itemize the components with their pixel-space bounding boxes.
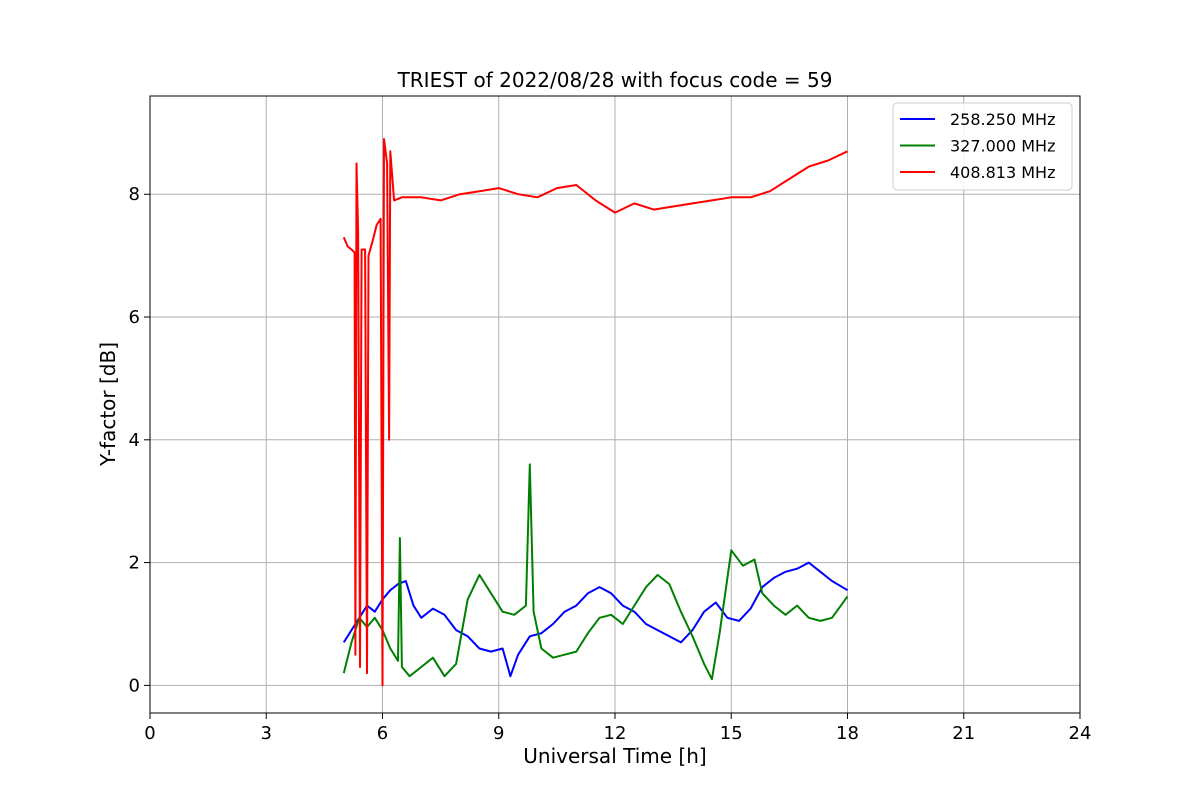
x-tick-label: 24 <box>1069 723 1092 744</box>
x-tick-label: 15 <box>720 723 743 744</box>
legend-label: 408.813 MHz <box>950 163 1055 182</box>
x-tick-label: 0 <box>144 723 155 744</box>
legend-label: 258.250 MHz <box>950 110 1055 129</box>
legend-label: 327.000 MHz <box>950 137 1055 156</box>
y-axis-label: Y-factor [dB] <box>96 342 120 467</box>
y-tick-label: 8 <box>129 184 140 205</box>
x-tick-label: 21 <box>952 723 975 744</box>
y-tick-label: 6 <box>129 307 140 328</box>
y-tick-label: 4 <box>129 430 140 451</box>
series-line-2 <box>342 463 849 681</box>
y-tick-label: 0 <box>129 675 140 696</box>
series-layer <box>342 138 849 687</box>
x-tick-label: 12 <box>604 723 627 744</box>
series-line-3 <box>342 138 848 687</box>
chart-title: TRIEST of 2022/08/28 with focus code = 5… <box>397 68 833 92</box>
x-axis-label: Universal Time [h] <box>523 744 706 768</box>
x-tick-label: 3 <box>261 723 272 744</box>
series-line-1 <box>342 561 849 678</box>
x-tick-label: 6 <box>377 723 388 744</box>
x-tick-label: 18 <box>836 723 859 744</box>
x-tick-label: 9 <box>493 723 504 744</box>
y-tick-label: 2 <box>129 553 140 574</box>
legend: 258.250 MHz 327.000 MHz 408.813 MHz <box>892 102 1073 191</box>
legend-box <box>892 102 1073 191</box>
grid-layer <box>149 96 1081 713</box>
